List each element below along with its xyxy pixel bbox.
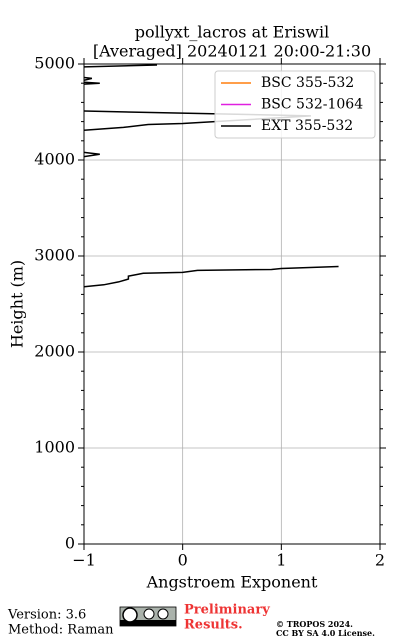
- method-text: Method: Raman: [8, 623, 114, 638]
- x-tick-label: 0: [178, 551, 188, 570]
- legend-label: BSC 532-1064: [261, 97, 363, 113]
- license-text: CC BY SA 4.0 License.: [276, 628, 375, 638]
- plot-lines: [84, 64, 339, 288]
- cc-logo: [119, 606, 177, 627]
- y-tick-label: 4000: [34, 150, 75, 169]
- legend: BSC 355-532 BSC 532-1064 EXT 355-532: [214, 70, 376, 139]
- version-text: Version: 3.6: [7, 608, 86, 623]
- y-tick-label: 0: [65, 534, 75, 553]
- chart-title: pollyxt_lacros at Eriswil: [135, 23, 329, 42]
- preliminary-text: Preliminary: [184, 603, 270, 618]
- copyright-text: © TROPOS 2024.: [276, 619, 353, 629]
- y-tick-label: 3000: [34, 246, 75, 265]
- profile-line: [84, 64, 339, 288]
- legend-label: BSC 355-532: [261, 75, 354, 91]
- chart-subtitle: [Averaged] 20240121 20:00-21:30: [93, 42, 371, 61]
- results-text: Results.: [184, 618, 243, 633]
- legend-box: [214, 70, 376, 139]
- y-axis-label: Height (m): [8, 260, 27, 348]
- legend-label: EXT 355-532: [261, 118, 353, 134]
- x-tick-label: 2: [375, 551, 385, 570]
- plot-frame: [83, 63, 381, 545]
- x-tick-label: −1: [72, 551, 96, 570]
- y-tick-label: 5000: [34, 54, 75, 73]
- y-tick-label: 2000: [34, 342, 75, 361]
- x-tick-label: 1: [276, 551, 286, 570]
- y-tick-label: 1000: [34, 438, 75, 457]
- x-axis-label: Angstroem Exponent: [146, 573, 318, 592]
